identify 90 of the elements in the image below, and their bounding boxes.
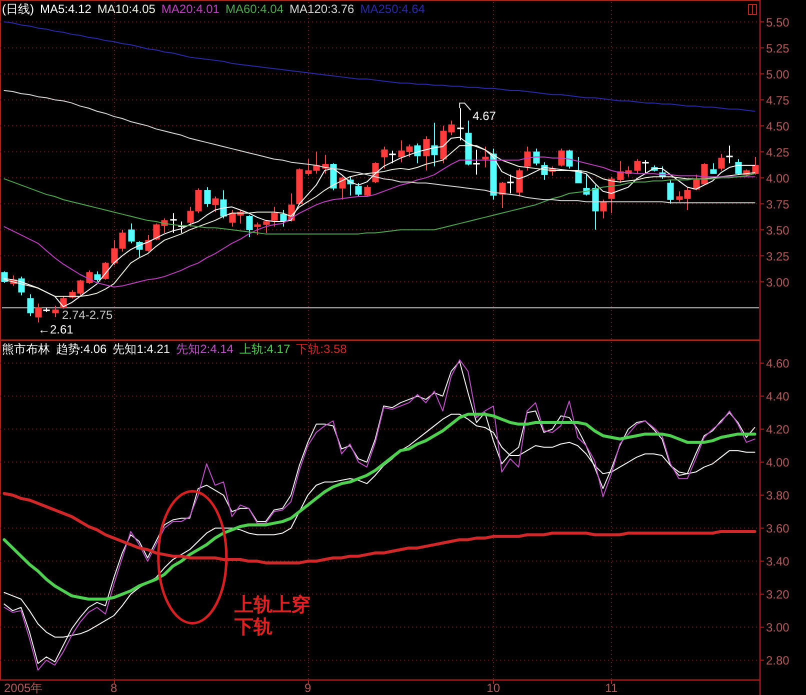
candlestick: [583, 174, 590, 196]
line-series: [4, 21, 756, 112]
candlestick: [726, 145, 733, 164]
text: MA20:4.01: [161, 2, 220, 16]
candlestick: [524, 146, 531, 172]
candlestick: [710, 162, 717, 174]
candlestick: [473, 149, 480, 176]
candlestick: [414, 142, 421, 164]
candlestick: [204, 186, 211, 208]
y-tick-label: 5.25: [766, 41, 790, 56]
y-tick-label: 3.75: [766, 197, 790, 212]
y-tick-label: 3.00: [766, 275, 790, 290]
candlestick: [558, 148, 565, 167]
x-tick-label: 8: [110, 681, 118, 695]
candlestick: [94, 270, 101, 282]
candlestick: [600, 199, 607, 219]
candlestick: [516, 168, 523, 198]
text: MA5:4.12: [40, 2, 92, 16]
candlestick: [246, 214, 253, 238]
candlestick: [533, 148, 540, 166]
x-tick-label: 10: [486, 681, 500, 695]
y-tick-label: 4.00: [766, 456, 790, 470]
chart-title: (日线): [2, 2, 34, 16]
y-tick-label: 4.60: [766, 356, 790, 371]
y-tick-label: 4.25: [766, 145, 790, 160]
candlestick: [634, 158, 641, 174]
y-tick-label: 4.20: [766, 422, 790, 437]
candlestick: [389, 150, 396, 164]
candlestick: [718, 153, 725, 172]
text: 趋势:4.06: [56, 342, 108, 356]
y-tick-label: 5.00: [766, 67, 790, 82]
candlestick: [102, 262, 109, 280]
y-tick-label: 3.60: [766, 522, 790, 536]
text: 先知1:4.21: [112, 342, 170, 356]
candlestick: [355, 182, 362, 198]
text: 下轨:3.58: [296, 342, 348, 356]
candlestick: [145, 234, 152, 252]
text: 先知2:4.14: [176, 342, 234, 356]
x-tick-label: 9: [304, 681, 312, 695]
candlestick: [575, 156, 582, 184]
annotation: 4.67: [472, 109, 496, 124]
candlestick: [339, 176, 346, 200]
candlestick: [566, 149, 573, 169]
candlestick: [592, 184, 599, 230]
candlestick: [27, 294, 34, 317]
candlestick: [35, 303, 42, 323]
candlestick: [212, 196, 219, 213]
y-tick-label: 5.50: [766, 15, 790, 30]
y-tick-label: 3.80: [766, 488, 790, 503]
y-tick-label: 2.80: [766, 654, 790, 668]
y-tick-label: 3.25: [766, 249, 790, 264]
annotation: 上轨上穿下轨: [233, 594, 310, 638]
y-tick-label: 3.00: [766, 620, 790, 635]
candlestick: [431, 122, 438, 167]
annotation: 2.74-2.75: [62, 308, 114, 322]
candlestick: [128, 223, 135, 244]
chart-title: 熊市布林: [2, 342, 50, 356]
x-tick-label: 11: [605, 681, 618, 695]
candlestick: [752, 156, 759, 176]
y-tick-label: 4.50: [766, 119, 790, 134]
text: MA60:4.04: [225, 2, 284, 16]
candlestick: [254, 222, 261, 236]
annotation: ←2.61: [38, 322, 74, 336]
candlestick: [507, 174, 514, 194]
y-tick-label: 3.50: [766, 223, 790, 238]
y-tick-label: 3.20: [766, 588, 790, 602]
y-tick-label: 4.00: [766, 171, 790, 186]
candlestick: [86, 270, 93, 284]
text: MA250:4.64: [360, 2, 426, 16]
candlestick: [423, 136, 430, 172]
candlestick: [220, 190, 227, 219]
candlestick: [482, 146, 489, 168]
candlestick: [280, 210, 287, 228]
candlestick: [499, 181, 506, 208]
line-series: [2, 492, 756, 564]
y-tick-label: 4.40: [766, 390, 790, 404]
candlestick: [735, 158, 742, 176]
candlestick: [52, 305, 59, 318]
candlestick: [170, 212, 177, 234]
text: MA10:4.05: [97, 2, 156, 16]
text: 上轨:4.17: [239, 342, 290, 356]
candlestick: [667, 179, 674, 204]
text: MA120:3.76: [290, 2, 355, 16]
candlestick: [381, 146, 388, 169]
x-axis-title: 2005年: [4, 681, 43, 695]
candlestick: [263, 220, 270, 234]
y-tick-label: 3.40: [766, 554, 790, 569]
y-tick-label: 4.75: [766, 93, 790, 108]
candlestick: [642, 160, 649, 174]
candlestick: [271, 206, 278, 228]
